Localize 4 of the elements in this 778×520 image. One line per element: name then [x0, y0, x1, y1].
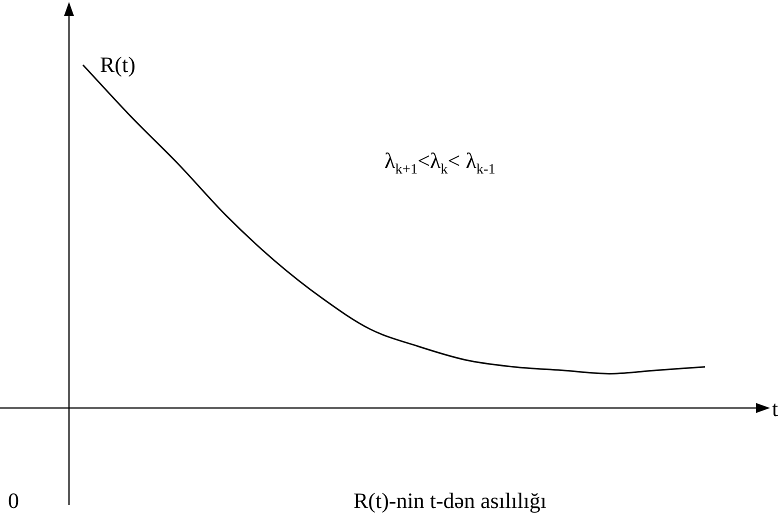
text: 0 — [8, 488, 19, 513]
text: R(t)-nin t-dən asılılığı — [353, 488, 547, 513]
y-axis-title: R(t) — [100, 52, 136, 77]
x-axis-title: t — [772, 396, 778, 421]
